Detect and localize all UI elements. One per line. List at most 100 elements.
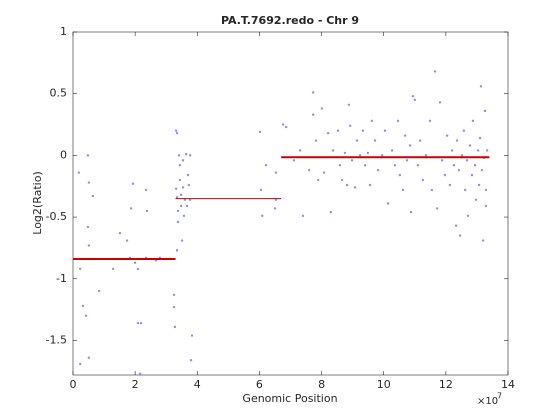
point xyxy=(281,123,285,126)
point xyxy=(259,188,263,192)
point xyxy=(145,209,149,213)
point xyxy=(398,173,402,177)
point xyxy=(181,159,185,162)
x-tick-label: 0 xyxy=(70,378,77,391)
point xyxy=(440,159,444,162)
point xyxy=(284,125,288,129)
point xyxy=(176,220,180,224)
point xyxy=(463,188,467,192)
point xyxy=(86,225,90,229)
x-tick-label: 8 xyxy=(318,378,325,391)
point xyxy=(418,139,422,142)
point xyxy=(416,164,420,167)
point xyxy=(458,234,462,237)
point xyxy=(476,149,480,152)
point xyxy=(175,196,179,199)
point xyxy=(187,183,191,187)
point xyxy=(188,198,192,201)
point xyxy=(483,109,487,113)
point xyxy=(172,305,176,309)
point xyxy=(386,202,390,205)
point xyxy=(405,159,409,162)
point xyxy=(438,101,442,104)
y-tick-label: -0.5 xyxy=(46,210,67,223)
point xyxy=(144,188,148,192)
point xyxy=(84,314,88,317)
point xyxy=(448,183,452,187)
point xyxy=(421,178,425,182)
point xyxy=(188,154,192,157)
point xyxy=(131,182,135,185)
point xyxy=(77,171,81,174)
point xyxy=(176,209,180,213)
point xyxy=(298,149,302,152)
point xyxy=(138,372,142,375)
point xyxy=(430,188,434,192)
point xyxy=(401,188,405,192)
point xyxy=(326,131,330,135)
point xyxy=(411,94,415,98)
point xyxy=(183,198,187,201)
y-tick-label: 1 xyxy=(60,25,67,38)
point xyxy=(273,207,277,210)
point xyxy=(350,159,354,162)
point xyxy=(314,139,318,142)
point xyxy=(179,193,183,197)
point xyxy=(133,261,137,264)
y-tick-label: 0.5 xyxy=(50,87,68,100)
point xyxy=(373,139,377,142)
point xyxy=(97,289,101,293)
point xyxy=(172,293,176,297)
point xyxy=(274,198,278,201)
x-tick-label: 4 xyxy=(194,378,201,391)
point xyxy=(465,159,469,162)
point xyxy=(383,129,387,132)
x-multiplier: ×10 xyxy=(477,396,498,407)
point xyxy=(361,129,365,132)
point xyxy=(81,304,85,308)
point xyxy=(376,168,380,172)
point xyxy=(424,154,428,157)
point xyxy=(455,139,459,142)
point xyxy=(175,249,179,252)
point xyxy=(329,210,333,214)
point xyxy=(396,119,400,123)
point xyxy=(343,151,347,155)
point xyxy=(87,356,91,359)
point xyxy=(484,188,488,192)
point xyxy=(478,136,482,140)
point xyxy=(174,129,178,132)
y-axis-label: Log2(Ratio) xyxy=(31,171,44,234)
point xyxy=(181,186,185,189)
point xyxy=(470,173,474,177)
point xyxy=(175,131,179,135)
point xyxy=(78,362,82,366)
point xyxy=(125,239,129,242)
point xyxy=(331,149,335,152)
point xyxy=(435,207,439,210)
x-tick-label: 2 xyxy=(132,378,139,391)
point xyxy=(190,334,194,337)
point xyxy=(179,204,183,208)
point xyxy=(353,186,357,189)
point xyxy=(78,267,82,271)
point xyxy=(180,239,184,242)
point xyxy=(481,239,485,242)
point xyxy=(189,358,193,362)
point xyxy=(473,164,477,167)
point xyxy=(474,198,478,201)
x-axis-label: Genomic Position xyxy=(242,392,337,405)
point xyxy=(347,103,351,106)
point xyxy=(316,178,320,182)
point xyxy=(129,207,133,210)
point xyxy=(86,154,90,157)
chart-title: PA.T.7692.redo - Chr 9 xyxy=(221,14,359,27)
point xyxy=(182,214,186,218)
point xyxy=(454,224,458,227)
point xyxy=(274,171,278,174)
point xyxy=(173,325,177,329)
point xyxy=(480,168,484,172)
point xyxy=(111,267,115,271)
y-tick-label: -1 xyxy=(56,272,67,285)
point xyxy=(380,154,384,157)
